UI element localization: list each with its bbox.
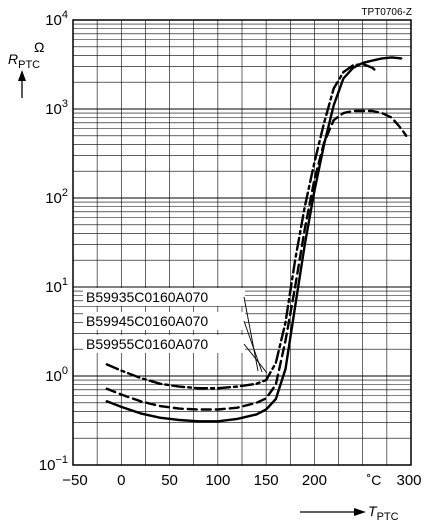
y-tick-base: 10 bbox=[45, 368, 62, 385]
x-axis-arrow bbox=[300, 508, 366, 516]
y-axis-unit: Ω bbox=[34, 39, 44, 55]
legend-label-bg bbox=[83, 312, 245, 330]
y-tick-exponent: 3 bbox=[62, 98, 68, 110]
y-axis-arrow bbox=[18, 70, 26, 98]
y-tick-exponent: 2 bbox=[62, 187, 68, 199]
y-axis-label: RPTC bbox=[8, 51, 40, 71]
legend-label: B59945C0160A070 bbox=[86, 313, 208, 329]
y-tick-exponent: −1 bbox=[55, 454, 68, 466]
y-axis-subscript: PTC bbox=[18, 59, 40, 71]
series-line bbox=[105, 62, 379, 390]
x-axis-symbol: T bbox=[368, 503, 378, 519]
x-tick-label: 50 bbox=[161, 472, 178, 489]
x-tick-label: 100 bbox=[205, 472, 230, 489]
y-tick-base: 10 bbox=[45, 190, 62, 207]
y-tick-label: 100 bbox=[45, 365, 68, 385]
legend-label: B59935C0160A070 bbox=[86, 289, 208, 305]
y-tick-label: 104 bbox=[45, 9, 68, 29]
y-tick-exponent: 1 bbox=[62, 276, 68, 288]
y-tick-label: 102 bbox=[45, 187, 68, 207]
x-tick-label: 150 bbox=[254, 472, 279, 489]
x-tick-label: −50 bbox=[62, 472, 87, 489]
y-tick-base: 10 bbox=[45, 12, 62, 29]
y-tick-exponent: 0 bbox=[62, 365, 68, 377]
x-axis-unit: ˚C bbox=[367, 472, 382, 488]
x-tick-label: 200 bbox=[302, 472, 327, 489]
legend-label-bg bbox=[83, 335, 245, 353]
legend-label: B59955C0160A070 bbox=[86, 336, 208, 352]
x-tick-label: 300 bbox=[396, 472, 421, 489]
figure-id: TPT0706-Z bbox=[361, 7, 412, 18]
y-tick-exponent: 4 bbox=[62, 9, 68, 21]
series-line bbox=[105, 56, 403, 423]
legend-label-bg bbox=[83, 288, 245, 306]
legend-leader-line bbox=[243, 343, 268, 374]
series-layer bbox=[105, 56, 408, 423]
x-axis-label: TPTC bbox=[368, 503, 399, 523]
y-tick-base: 10 bbox=[45, 279, 62, 296]
x-axis-subscript: PTC bbox=[377, 511, 399, 523]
legend: B59935C0160A070 B59945C0160A070 B59955C016… bbox=[83, 288, 268, 374]
y-tick-label: 103 bbox=[45, 98, 68, 118]
y-axis-symbol: R bbox=[8, 51, 18, 67]
y-tick-base: 10 bbox=[39, 457, 56, 474]
x-tick-label: 0 bbox=[117, 472, 125, 489]
y-tick-label: 101 bbox=[45, 276, 68, 296]
x-tick-labels: −50 0 50 100 150 200 300 bbox=[62, 472, 421, 489]
y-tick-label: 10−1 bbox=[39, 454, 68, 474]
y-tick-base: 10 bbox=[45, 101, 62, 118]
series-line bbox=[105, 109, 408, 411]
plot-frame bbox=[72, 19, 412, 466]
